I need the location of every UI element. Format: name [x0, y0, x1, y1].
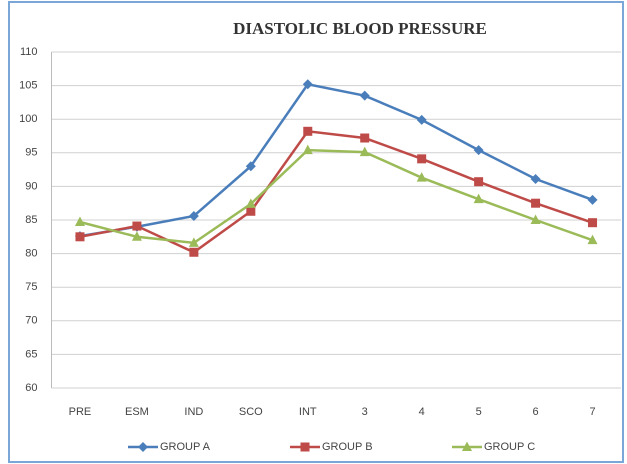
point [416, 114, 427, 125]
x-tick-label: SCO [239, 406, 263, 418]
point [303, 126, 313, 136]
legend-label: GROUP A [160, 441, 211, 453]
y-tick-label: 65 [25, 348, 37, 360]
y-tick-label: 105 [19, 80, 37, 92]
point [531, 198, 541, 208]
point [360, 133, 370, 143]
x-tick-label: IND [184, 406, 203, 418]
point [302, 144, 313, 155]
x-tick-label: PRE [69, 406, 92, 418]
point [188, 237, 199, 247]
point [132, 221, 142, 231]
series-line [79, 148, 593, 245]
point [359, 90, 370, 101]
x-tick-label: 4 [419, 406, 425, 418]
point [530, 174, 541, 185]
legend-label: GROUP B [322, 441, 373, 453]
y-tick-label: 80 [25, 248, 37, 260]
point [131, 231, 142, 241]
point [530, 214, 541, 224]
point [245, 198, 256, 208]
y-tick-label: 110 [20, 46, 38, 58]
chart-title: DIASTOLIC BLOOD PRESSURE [233, 19, 487, 38]
x-tick-label: 5 [476, 406, 482, 418]
point [473, 145, 484, 156]
legend-marker [138, 442, 148, 452]
point [189, 247, 199, 257]
y-tick-label: 60 [25, 382, 37, 394]
legend-marker [300, 442, 310, 452]
legend-marker [462, 441, 472, 451]
point [473, 193, 484, 204]
point [474, 177, 484, 187]
y-tick-label: 70 [25, 315, 37, 327]
point [416, 172, 427, 182]
y-tick-label: 85 [25, 214, 37, 226]
point [246, 206, 256, 216]
x-tick-label: 6 [533, 406, 539, 418]
point [587, 234, 598, 245]
point [359, 146, 370, 157]
point [75, 232, 85, 242]
point [417, 154, 427, 164]
point [587, 194, 598, 205]
point [588, 218, 598, 228]
x-tick-label: 3 [362, 406, 368, 418]
y-tick-label: 75 [25, 281, 37, 293]
point [302, 79, 313, 90]
y-tick-label: 100 [19, 113, 37, 125]
y-tick-label: 95 [25, 147, 37, 159]
series-line [79, 82, 593, 238]
y-tick-label: 90 [25, 180, 37, 192]
x-tick-label: INT [299, 406, 317, 418]
x-tick-label: ESM [125, 406, 149, 418]
point [188, 210, 199, 221]
point [74, 216, 85, 227]
legend-label: GROUP C [484, 441, 535, 453]
x-tick-label: 7 [589, 406, 595, 418]
point [245, 161, 256, 172]
